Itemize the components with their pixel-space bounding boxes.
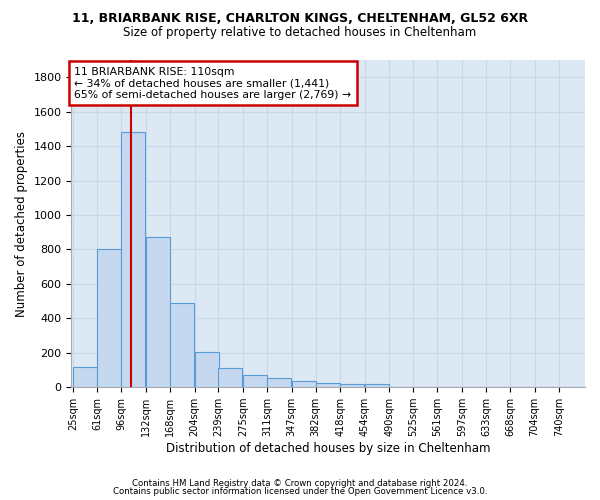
Bar <box>316 383 340 387</box>
Text: Contains public sector information licensed under the Open Government Licence v3: Contains public sector information licen… <box>113 488 487 496</box>
Bar <box>146 238 170 387</box>
Bar <box>97 250 121 387</box>
Bar <box>243 375 267 387</box>
Bar <box>121 132 145 387</box>
Text: 11 BRIARBANK RISE: 110sqm
← 34% of detached houses are smaller (1,441)
65% of se: 11 BRIARBANK RISE: 110sqm ← 34% of detac… <box>74 66 351 100</box>
Text: 11, BRIARBANK RISE, CHARLTON KINGS, CHELTENHAM, GL52 6XR: 11, BRIARBANK RISE, CHARLTON KINGS, CHEL… <box>72 12 528 26</box>
Text: Contains HM Land Registry data © Crown copyright and database right 2024.: Contains HM Land Registry data © Crown c… <box>132 478 468 488</box>
Bar <box>292 381 316 387</box>
Y-axis label: Number of detached properties: Number of detached properties <box>15 130 28 316</box>
Bar <box>365 384 389 387</box>
X-axis label: Distribution of detached houses by size in Cheltenham: Distribution of detached houses by size … <box>166 442 490 455</box>
Bar <box>194 352 218 387</box>
Bar <box>340 384 364 387</box>
Bar <box>73 366 97 387</box>
Bar <box>170 303 194 387</box>
Text: Size of property relative to detached houses in Cheltenham: Size of property relative to detached ho… <box>124 26 476 39</box>
Bar <box>268 378 292 387</box>
Bar <box>218 368 242 387</box>
